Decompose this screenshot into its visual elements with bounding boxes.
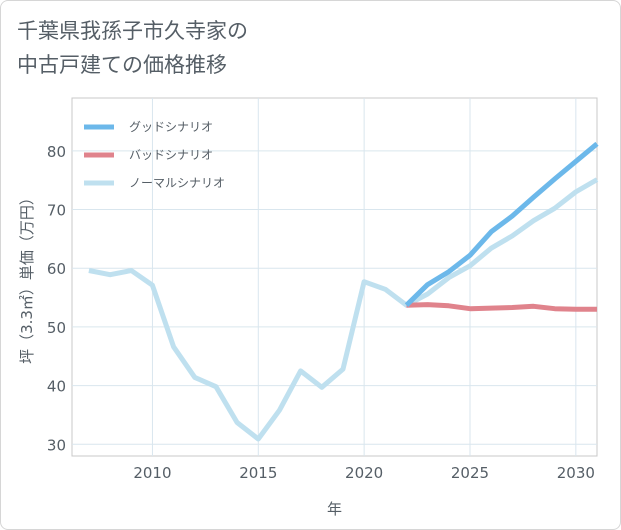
- x-tick-label: 2020: [345, 464, 383, 482]
- y-tick-label: 50: [47, 319, 66, 337]
- x-tick-label: 2030: [557, 464, 595, 482]
- legend-label-0: グッドシナリオ: [129, 120, 213, 134]
- title-line-2: 中古戸建ての価格推移: [17, 53, 227, 77]
- series-line-2: [88, 177, 599, 442]
- y-tick-label: 70: [47, 202, 66, 220]
- title-line-1: 千葉県我孫子市久寺家の: [17, 19, 248, 43]
- plot-area: [71, 97, 598, 457]
- y-axis-label: 坪（3.3㎡）単価（万円）: [18, 190, 36, 364]
- legend-label-1: バッドシナリオ: [129, 148, 213, 162]
- x-tick-label: 2025: [451, 464, 489, 482]
- x-tick-label: 2015: [239, 464, 277, 482]
- series-line-0: [404, 141, 599, 307]
- series-line-1: [406, 302, 597, 312]
- chart-title: 千葉県我孫子市久寺家の 中古戸建ての価格推移: [17, 14, 248, 82]
- grid: [72, 98, 597, 456]
- x-axis-label: 年: [327, 500, 342, 518]
- y-tick-label: 40: [47, 378, 66, 396]
- series-layer: [88, 141, 599, 442]
- x-tick-label: 2010: [133, 464, 171, 482]
- y-tick-label: 60: [47, 260, 66, 278]
- y-tick-label: 80: [47, 143, 66, 161]
- tick-labels: 2010 2015 2020 2025 2030 30 40 50 60 70 80: [47, 143, 595, 482]
- legend-label-2: ノーマルシナリオ: [129, 176, 225, 190]
- y-tick-label: 30: [47, 436, 66, 454]
